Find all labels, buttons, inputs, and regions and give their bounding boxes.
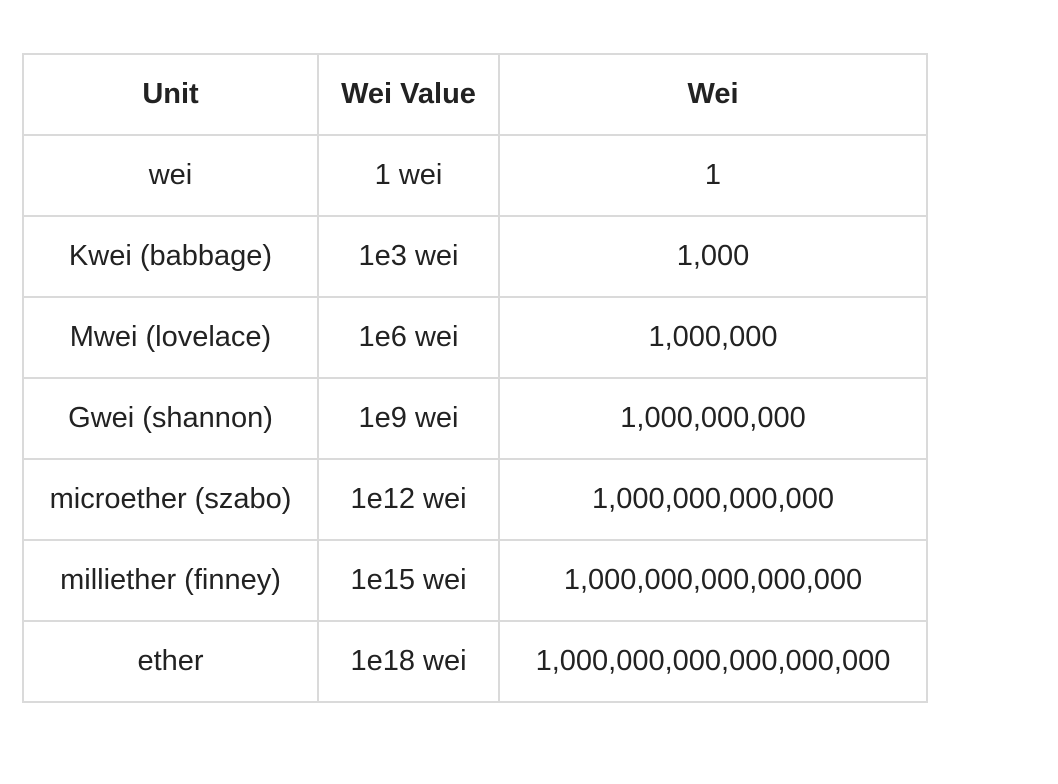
table-row: milliether (finney) 1e15 wei 1,000,000,0… xyxy=(22,539,928,622)
header-row: Unit Wei Value Wei xyxy=(22,53,928,136)
cell-unit: wei xyxy=(22,134,319,217)
table-row: Gwei (shannon) 1e9 wei 1,000,000,000 xyxy=(22,377,928,460)
table-body: wei 1 wei 1 Kwei (babbage) 1e3 wei 1,000… xyxy=(22,134,928,703)
cell-wei-value: 1 wei xyxy=(317,134,500,217)
header-wei-value: Wei Value xyxy=(317,53,500,136)
table-row: Kwei (babbage) 1e3 wei 1,000 xyxy=(22,215,928,298)
cell-unit: Gwei (shannon) xyxy=(22,377,319,460)
cell-wei-value: 1e18 wei xyxy=(317,620,500,703)
cell-wei: 1,000,000 xyxy=(498,296,928,379)
cell-wei: 1 xyxy=(498,134,928,217)
header-wei: Wei xyxy=(498,53,928,136)
table-header: Unit Wei Value Wei xyxy=(22,53,928,136)
cell-unit: Mwei (lovelace) xyxy=(22,296,319,379)
cell-unit: ether xyxy=(22,620,319,703)
cell-unit: microether (szabo) xyxy=(22,458,319,541)
cell-wei: 1,000 xyxy=(498,215,928,298)
cell-wei-value: 1e15 wei xyxy=(317,539,500,622)
header-unit: Unit xyxy=(22,53,319,136)
table-row: ether 1e18 wei 1,000,000,000,000,000,000 xyxy=(22,620,928,703)
cell-wei-value: 1e6 wei xyxy=(317,296,500,379)
cell-unit: milliether (finney) xyxy=(22,539,319,622)
table-row: wei 1 wei 1 xyxy=(22,134,928,217)
ether-unit-table: Unit Wei Value Wei wei 1 wei 1 Kwei (bab… xyxy=(22,53,928,703)
cell-wei: 1,000,000,000 xyxy=(498,377,928,460)
cell-wei-value: 1e9 wei xyxy=(317,377,500,460)
cell-wei: 1,000,000,000,000 xyxy=(498,458,928,541)
cell-unit: Kwei (babbage) xyxy=(22,215,319,298)
cell-wei-value: 1e12 wei xyxy=(317,458,500,541)
table-row: microether (szabo) 1e12 wei 1,000,000,00… xyxy=(22,458,928,541)
cell-wei: 1,000,000,000,000,000 xyxy=(498,539,928,622)
cell-wei: 1,000,000,000,000,000,000 xyxy=(498,620,928,703)
cell-wei-value: 1e3 wei xyxy=(317,215,500,298)
table-row: Mwei (lovelace) 1e6 wei 1,000,000 xyxy=(22,296,928,379)
